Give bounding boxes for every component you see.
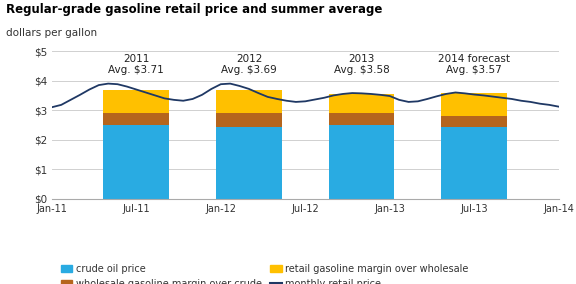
Text: dollars per gallon: dollars per gallon	[6, 28, 97, 38]
Bar	[441, 93, 507, 116]
Bar	[216, 113, 282, 127]
Bar	[104, 125, 169, 199]
Text: 2012: 2012	[236, 55, 262, 64]
Bar	[104, 112, 169, 125]
Legend: crude oil price, wholesale gasoline margin over crude, retail gasoline margin ov: crude oil price, wholesale gasoline marg…	[56, 260, 473, 284]
Bar	[216, 127, 282, 199]
Text: 2014 forecast: 2014 forecast	[438, 55, 510, 64]
Text: Avg. $3.57: Avg. $3.57	[446, 65, 502, 75]
Bar	[329, 94, 395, 113]
Bar	[329, 113, 395, 125]
Text: Regular-grade gasoline retail price and summer average: Regular-grade gasoline retail price and …	[6, 3, 382, 16]
Bar	[104, 89, 169, 112]
Text: 2013: 2013	[348, 55, 375, 64]
Bar	[441, 116, 507, 127]
Bar	[441, 127, 507, 199]
Bar	[216, 90, 282, 113]
Bar	[329, 125, 395, 199]
Text: Avg. $3.71: Avg. $3.71	[108, 65, 164, 75]
Text: 2011: 2011	[123, 55, 150, 64]
Text: Avg. $3.69: Avg. $3.69	[221, 65, 277, 75]
Text: Avg. $3.58: Avg. $3.58	[334, 65, 389, 75]
